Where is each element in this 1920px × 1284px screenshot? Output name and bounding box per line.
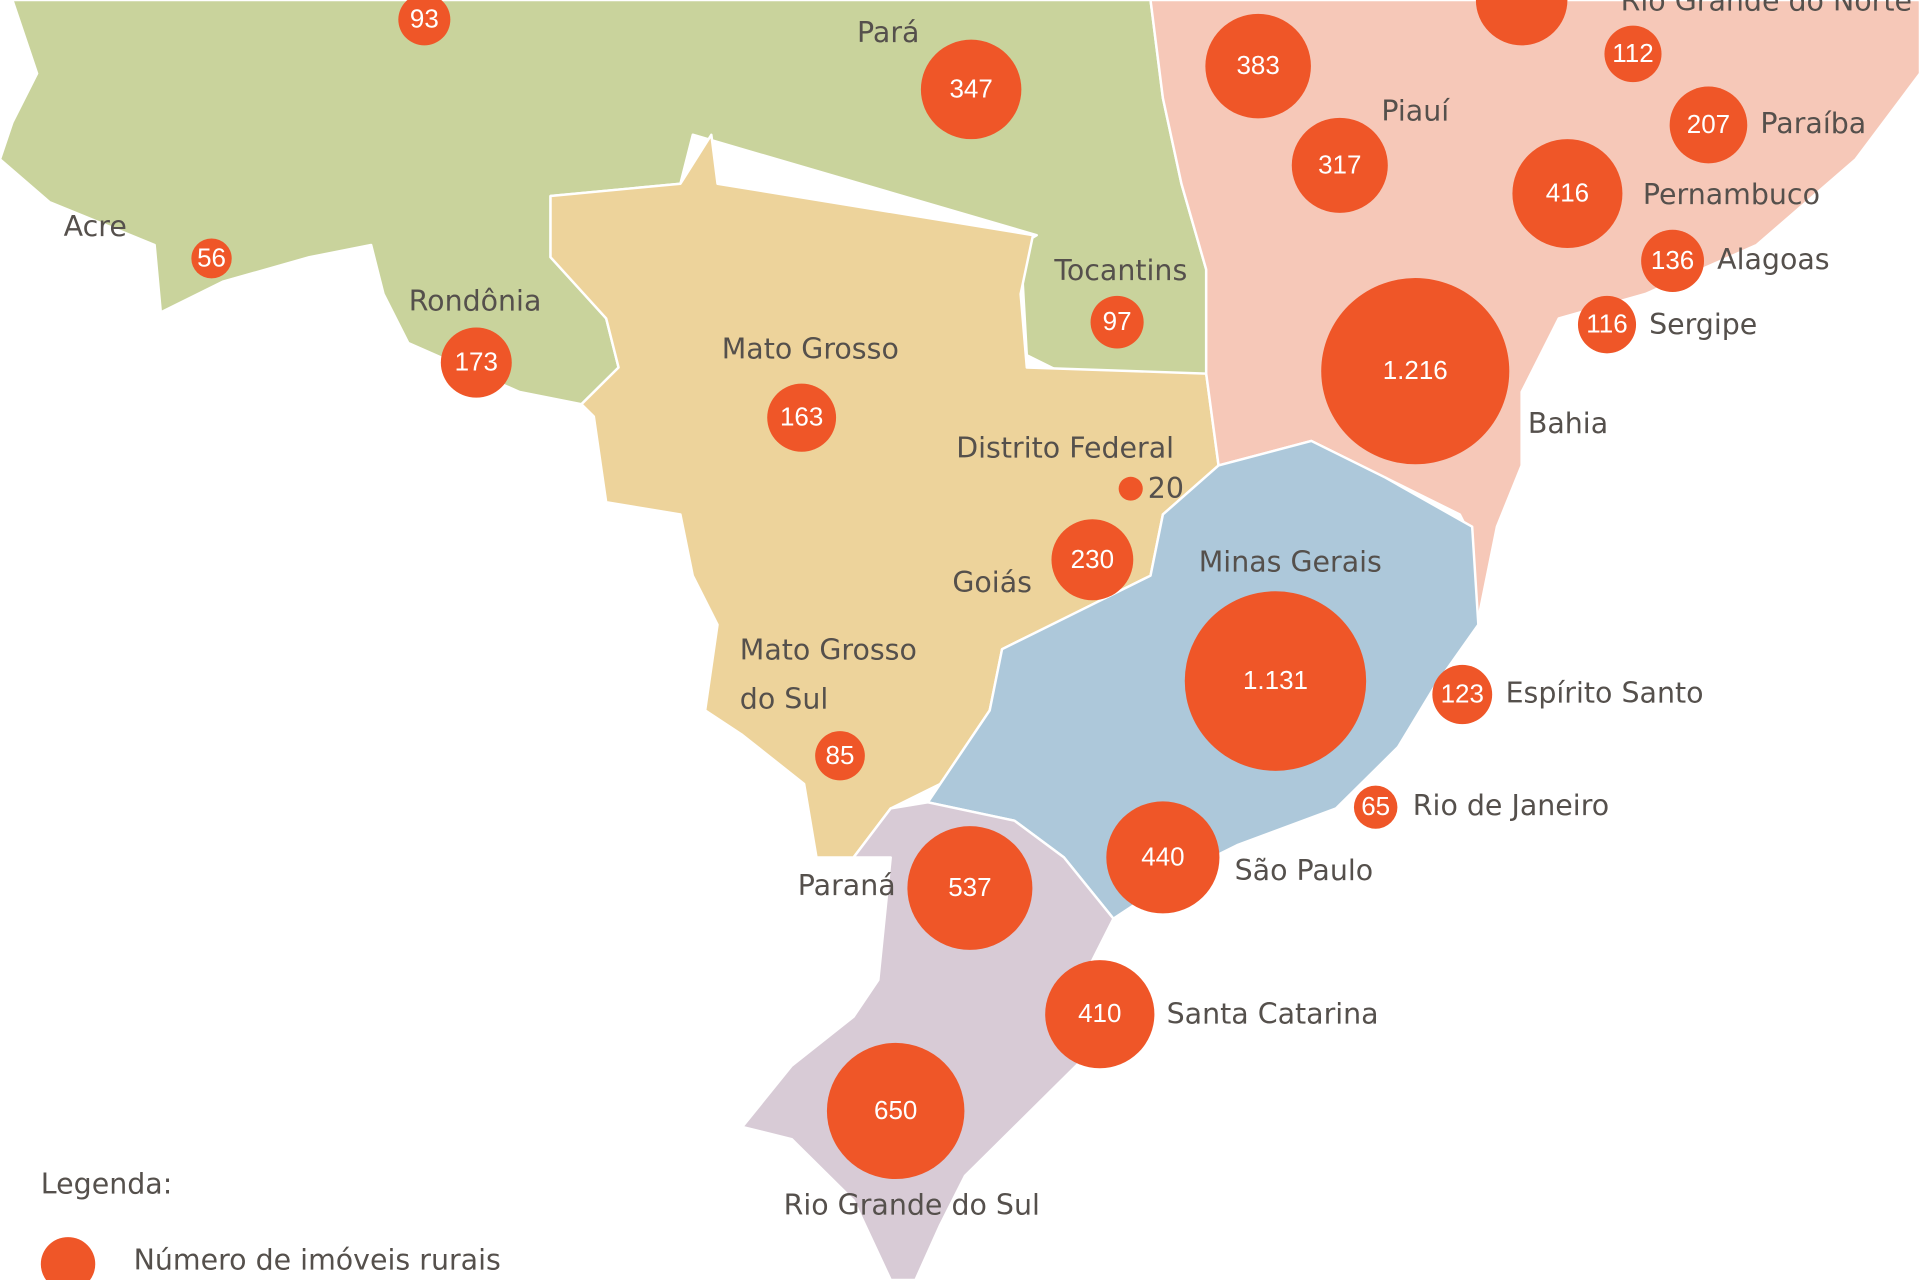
state-name: Pará [857, 16, 919, 49]
bubble [1045, 960, 1155, 1069]
value-label: 65 [1361, 793, 1390, 821]
bubble [1432, 664, 1493, 725]
state-name: Paraná [798, 869, 896, 902]
bubble [1353, 785, 1398, 829]
state-name: Pernambuco [1643, 178, 1820, 211]
state-name: Espírito Santo [1506, 677, 1704, 710]
state-name: Rio Grande do Sul [784, 1189, 1040, 1222]
state-name: Rio de Janeiro [1413, 789, 1609, 822]
bubble [1512, 139, 1623, 248]
value-label: 136 [1651, 247, 1694, 275]
bubble [398, 0, 451, 46]
bubble [815, 731, 865, 781]
value-label: 383 [1236, 52, 1279, 80]
value-label: 347 [949, 76, 992, 104]
value-label: 317 [1318, 151, 1361, 179]
bubble-cropped [1475, 0, 1568, 46]
value-label: 163 [780, 404, 823, 432]
value-label: 410 [1078, 1000, 1121, 1028]
value-label: 1.216 [1383, 357, 1448, 385]
bubble [907, 826, 1033, 950]
value-label: 537 [948, 874, 991, 902]
state-name: Goiás [952, 566, 1032, 599]
state-name: Santa Catarina [1167, 998, 1379, 1031]
value-label: 173 [455, 349, 498, 377]
state-name: Rondônia [409, 285, 542, 318]
state-name: Alagoas [1717, 243, 1829, 276]
bubble [1118, 476, 1143, 501]
state-name: Paraíba [1760, 107, 1866, 140]
bubble [1291, 117, 1388, 213]
value-label: 97 [1103, 308, 1132, 336]
legend-label: Número de imóveis rurais [134, 1244, 501, 1277]
value-label: 440 [1141, 844, 1184, 872]
bubble [1669, 86, 1748, 164]
state-name: Distrito Federal [956, 432, 1174, 465]
state-name: Piauí [1381, 95, 1450, 128]
bubble [1090, 295, 1144, 349]
state-name: Minas Gerais [1199, 546, 1382, 579]
value-label: 116 [1586, 311, 1627, 339]
state-name: do Sul [740, 683, 828, 716]
state-name: São Paulo [1235, 854, 1374, 887]
bubble [1321, 278, 1510, 465]
value-label: 93 [410, 6, 439, 34]
value-label: 112 [1612, 40, 1653, 68]
legend-title: Legenda: [41, 1168, 172, 1201]
bubble [920, 39, 1022, 140]
value-label: 1.131 [1243, 667, 1308, 695]
bubbles: 93 347 Pará 383 317 Piauí 112 Rio Grande do Nor… [64, 0, 1912, 1221]
state-name: Sergipe [1649, 308, 1757, 341]
legend-swatch [40, 1237, 96, 1284]
bubble [1577, 295, 1637, 354]
value-label: 416 [1546, 180, 1589, 208]
bubble [191, 238, 232, 279]
state-name: Mato Grosso [722, 332, 899, 365]
bubble [1051, 519, 1134, 601]
bubble [1604, 25, 1662, 83]
state-name: Bahia [1528, 407, 1608, 440]
value-label: 20 [1148, 472, 1184, 505]
bubble [1106, 801, 1220, 914]
bubble [826, 1042, 965, 1180]
bubble [440, 327, 512, 398]
value-label: 85 [826, 742, 855, 770]
bubble [1184, 591, 1367, 771]
value-label: 207 [1687, 111, 1730, 139]
bubble [767, 383, 837, 452]
state-name: Mato Grosso [740, 634, 917, 667]
state-name: Tocantins [1053, 254, 1187, 287]
value-label: 650 [874, 1097, 917, 1125]
bubble [1205, 13, 1311, 119]
value-label: 56 [197, 245, 226, 273]
value-label: 123 [1441, 681, 1484, 709]
state-name: Acre [64, 210, 127, 243]
state-name: Rio Grande do Norte [1621, 0, 1912, 17]
bubble [1641, 229, 1705, 293]
value-label: 230 [1071, 546, 1114, 574]
